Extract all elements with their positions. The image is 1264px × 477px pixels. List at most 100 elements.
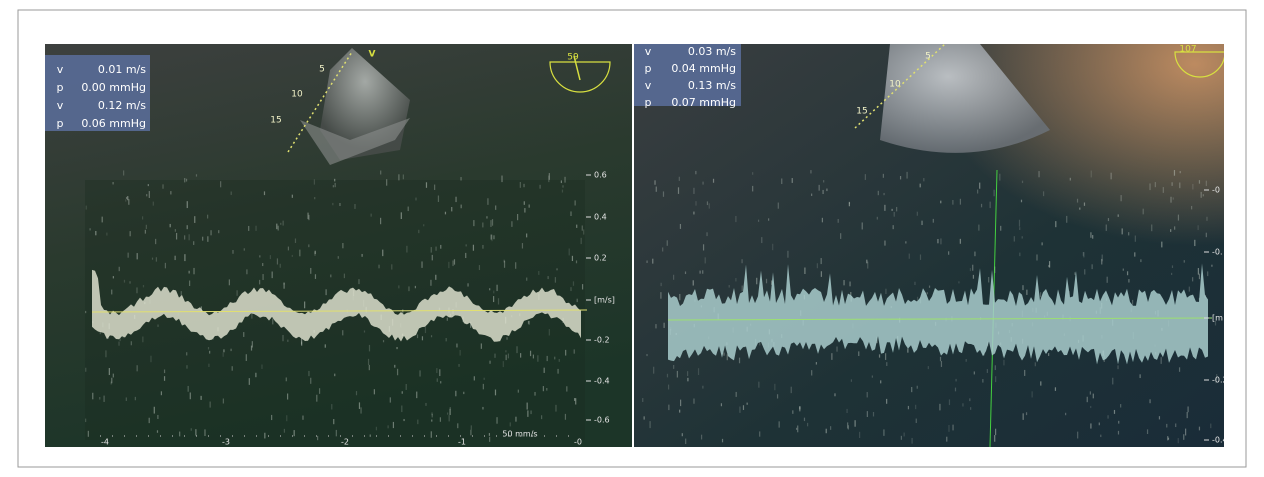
noise-speck xyxy=(705,257,706,263)
noise-speck xyxy=(292,195,293,198)
noise-speck xyxy=(152,258,153,260)
noise-speck xyxy=(187,201,188,208)
noise-speck xyxy=(900,176,901,179)
noise-speck xyxy=(822,218,823,223)
noise-speck xyxy=(1092,264,1093,269)
noise-speck xyxy=(402,391,403,393)
noise-speck xyxy=(332,203,333,205)
noise-speck xyxy=(693,280,694,285)
noise-speck xyxy=(496,417,497,424)
noise-speck xyxy=(255,373,256,377)
measurement-value: 0.07 mmHg xyxy=(671,96,736,109)
noise-speck xyxy=(251,346,252,351)
noise-speck xyxy=(498,298,499,304)
velocity-label: -0 xyxy=(1212,186,1220,195)
noise-speck xyxy=(486,216,487,218)
noise-speck xyxy=(113,276,114,278)
mode-label: V xyxy=(369,50,376,60)
depth-mark: 15 xyxy=(270,116,281,126)
noise-speck xyxy=(191,428,192,430)
noise-speck xyxy=(940,357,941,361)
noise-speck xyxy=(1106,225,1107,231)
noise-speck xyxy=(165,263,166,268)
noise-speck xyxy=(511,221,512,227)
sweep-speed: 50 mm/s xyxy=(502,430,537,439)
measurement-value: 0.03 m/s xyxy=(688,45,736,58)
noise-speck xyxy=(574,349,575,353)
noise-speck xyxy=(534,392,535,396)
velocity-label: [m/s] xyxy=(594,296,615,305)
noise-speck xyxy=(272,272,273,279)
noise-speck xyxy=(249,378,250,385)
noise-speck xyxy=(137,365,138,371)
noise-speck xyxy=(1066,216,1067,223)
noise-speck xyxy=(463,392,464,394)
noise-speck xyxy=(1048,353,1049,356)
noise-speck xyxy=(1074,272,1075,275)
noise-speck xyxy=(1172,182,1173,186)
noise-speck xyxy=(921,221,922,225)
noise-speck xyxy=(949,399,950,405)
noise-speck xyxy=(334,179,335,182)
noise-speck xyxy=(958,281,959,283)
noise-speck xyxy=(474,376,475,380)
noise-speck xyxy=(150,356,151,362)
noise-speck xyxy=(437,378,438,381)
noise-speck xyxy=(583,229,584,234)
noise-speck xyxy=(188,386,189,392)
noise-speck xyxy=(530,410,531,414)
noise-speck xyxy=(1090,406,1091,408)
noise-speck xyxy=(490,220,491,227)
noise-speck xyxy=(286,377,287,381)
noise-speck xyxy=(772,244,773,250)
noise-speck xyxy=(301,338,302,344)
noise-speck xyxy=(668,385,669,390)
noise-speck xyxy=(548,276,549,279)
noise-speck xyxy=(280,223,281,225)
noise-speck xyxy=(952,425,953,431)
noise-speck xyxy=(656,187,657,192)
noise-speck xyxy=(982,379,983,382)
noise-speck xyxy=(1211,265,1212,267)
noise-speck xyxy=(995,429,996,435)
noise-speck xyxy=(1122,228,1123,234)
noise-speck xyxy=(201,396,202,400)
velocity-label: 0.4 xyxy=(594,213,607,222)
noise-speck xyxy=(664,323,665,328)
noise-speck xyxy=(1189,287,1190,292)
noise-speck xyxy=(220,181,221,187)
noise-speck xyxy=(380,171,381,175)
velocity-label: -0.2 xyxy=(594,336,610,345)
noise-speck xyxy=(920,254,921,259)
noise-speck xyxy=(339,203,340,206)
noise-speck xyxy=(792,178,793,183)
noise-speck xyxy=(223,399,224,404)
noise-speck xyxy=(577,299,578,302)
noise-speck xyxy=(974,371,975,374)
noise-speck xyxy=(855,420,856,427)
noise-speck xyxy=(455,391,456,397)
noise-speck xyxy=(492,219,493,226)
noise-speck xyxy=(449,415,450,421)
noise-speck xyxy=(988,277,989,282)
noise-speck xyxy=(679,410,680,413)
noise-speck xyxy=(1043,191,1044,196)
noise-speck xyxy=(435,247,436,251)
time-label: -0 xyxy=(574,438,582,447)
noise-speck xyxy=(406,384,407,390)
angle-label: 59 xyxy=(567,53,579,63)
noise-speck xyxy=(276,224,277,230)
noise-speck xyxy=(149,418,150,423)
noise-speck xyxy=(796,428,797,430)
noise-speck xyxy=(126,397,127,401)
noise-speck xyxy=(280,264,281,268)
noise-speck xyxy=(908,406,909,409)
noise-speck xyxy=(974,252,975,257)
noise-speck xyxy=(481,343,482,348)
noise-speck xyxy=(1178,438,1179,443)
noise-speck xyxy=(146,225,147,229)
noise-speck xyxy=(456,344,457,348)
noise-speck xyxy=(526,278,527,281)
noise-speck xyxy=(294,430,295,436)
